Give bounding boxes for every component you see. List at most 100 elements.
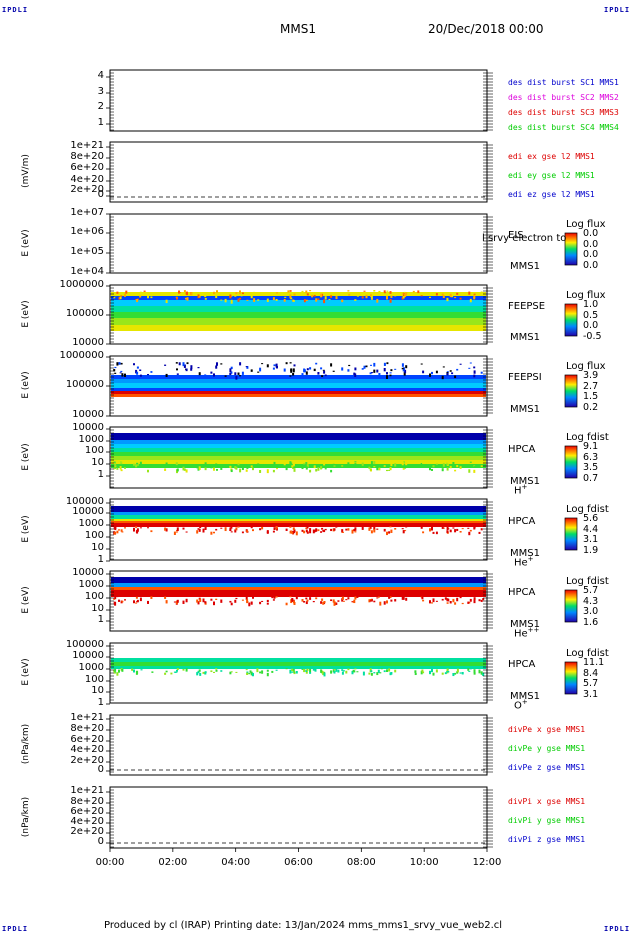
heat-speck [118, 296, 121, 300]
heat-speck [266, 599, 269, 603]
heat-speck [289, 375, 292, 377]
heat-speck [119, 372, 122, 374]
colorbar-tick: 3.0 [583, 606, 599, 618]
heat-speck [417, 290, 420, 294]
legend-entry: divPi z gse MMS1 [508, 835, 586, 844]
heat-speck [468, 469, 471, 473]
heat-speck [246, 299, 249, 301]
colorbar-tick: 5.7 [583, 585, 599, 596]
heat-band-hpca-he-0 [111, 506, 486, 512]
heat-speck [303, 368, 306, 373]
mission-title: MMS1 [280, 22, 316, 36]
instrument-label-hpca-h: HPCA [508, 443, 536, 455]
heat-speck [441, 293, 444, 296]
heat-speck [469, 529, 472, 532]
heat-speck [317, 298, 320, 301]
heat-speck [293, 468, 296, 472]
heat-speck [136, 462, 139, 465]
heat-speck [351, 529, 354, 534]
heat-speck [459, 672, 462, 674]
heat-band-hpca-he-1 [111, 512, 486, 515]
heat-speck [290, 599, 293, 604]
heat-speck [345, 599, 348, 601]
colorbar-tick: 1.6 [583, 617, 599, 628]
heat-speck [420, 363, 423, 365]
heat-speck [376, 369, 379, 373]
heat-speck [431, 469, 433, 471]
heat-speck [312, 601, 315, 603]
heat-speck [165, 462, 168, 466]
heat-speck [446, 292, 449, 296]
heat-speck [441, 672, 444, 675]
heat-speck [241, 371, 244, 375]
colorbar-tick: 0.0 [583, 249, 599, 261]
heat-band-hpca-h-5 [111, 456, 486, 460]
heat-speck [442, 463, 445, 467]
heat-speck [164, 596, 167, 599]
heat-speck [133, 600, 135, 604]
heat-speck [165, 670, 168, 673]
heat-speck [241, 531, 244, 534]
heat-speck [390, 369, 393, 372]
heat-speck [305, 462, 308, 464]
heat-speck [301, 290, 304, 293]
colorbar-tick: 6.3 [583, 451, 599, 463]
heat-speck [473, 293, 476, 295]
heat-speck [383, 292, 386, 294]
heat-speck [370, 295, 373, 300]
heat-band-hpca-o-0 [111, 658, 486, 662]
heat-speck [451, 294, 454, 298]
heat-speck [133, 527, 135, 532]
y-tick-label: 1000 [78, 579, 104, 590]
y-tick-label: 1000000 [59, 350, 104, 361]
species-label: He+ [514, 555, 534, 569]
heat-speck [354, 668, 357, 670]
heat-speck [139, 295, 142, 298]
heat-speck [414, 670, 417, 673]
heat-speck [120, 461, 123, 465]
heat-speck [446, 668, 449, 673]
heat-speck [352, 601, 355, 603]
heat-speck [370, 461, 373, 465]
heat-speck [229, 294, 232, 299]
colorbar-title: Log fdist [566, 648, 609, 659]
heat-speck [116, 596, 119, 598]
heat-band-feepse-6 [111, 325, 486, 331]
colorbar-tick: 5.6 [583, 513, 599, 524]
heat-speck [235, 292, 238, 295]
heat-speck [245, 366, 248, 368]
heat-speck [291, 598, 294, 602]
heat-speck [369, 372, 372, 375]
heat-speck [354, 527, 357, 531]
heat-speck [119, 296, 122, 300]
heat-speck [309, 469, 312, 473]
overlay-text: l srvy electron to [482, 232, 567, 244]
heat-speck [116, 291, 119, 294]
y-tick-label: 10000 [72, 422, 104, 433]
heat-speck [312, 529, 315, 534]
heat-speck [347, 597, 350, 600]
heat-speck [252, 467, 254, 471]
heat-speck [135, 602, 138, 604]
panel-hpca-he2 [106, 570, 578, 632]
heat-speck [293, 529, 296, 533]
heat-speck [370, 673, 373, 676]
heat-speck [429, 600, 431, 604]
heat-speck [473, 466, 476, 468]
heat-speck [165, 373, 168, 378]
heat-speck [306, 531, 309, 534]
heat-speck [292, 668, 295, 672]
heat-speck [341, 299, 344, 303]
y-tick-label: 1 [97, 117, 104, 128]
heat-speck [432, 465, 435, 468]
heat-speck [369, 469, 372, 471]
heat-speck [405, 526, 408, 528]
heat-speck [176, 373, 179, 375]
heat-speck [266, 672, 269, 677]
y-tick-label: 1e+21 [70, 712, 104, 723]
heat-speck [246, 671, 249, 674]
panel-hpca-he [106, 498, 578, 562]
heat-speck [261, 464, 264, 466]
y-tick-label: 1e+21 [70, 140, 104, 151]
